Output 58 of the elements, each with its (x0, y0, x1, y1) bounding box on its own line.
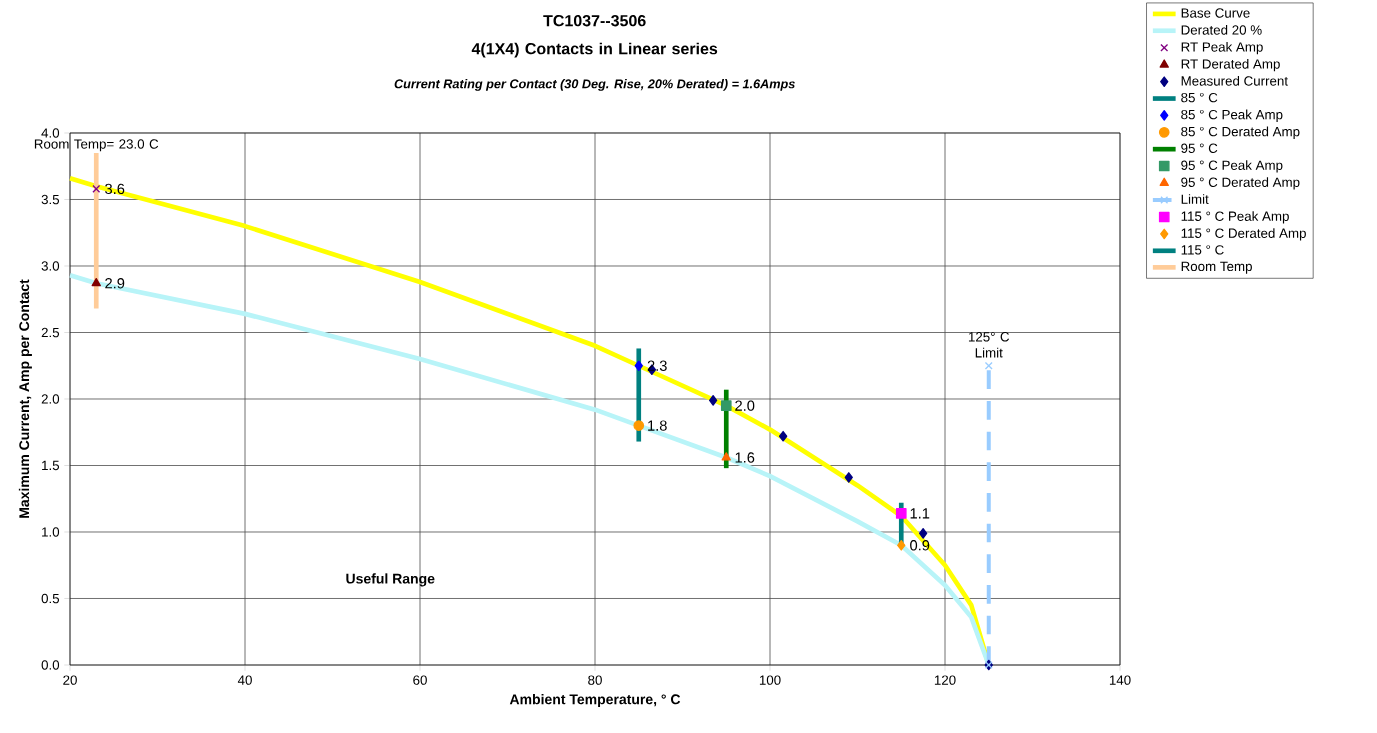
legend-label: RT Peak Amp (1181, 41, 1263, 55)
legend-label: Derated 20 % (1181, 24, 1262, 35)
y-tick-label: 1.5 (42, 460, 60, 471)
data-label: 2.0 (735, 400, 755, 411)
x-tick-label: 40 (237, 675, 252, 685)
legend-label: RT Derated Amp (1181, 58, 1280, 72)
point (895, 508, 907, 519)
legend-label: 85 ° C Peak Amp (1181, 109, 1283, 122)
legend-label: 95 ° C Derated Amp (1181, 177, 1300, 190)
x-tick-label: 100 (759, 675, 781, 685)
data-label: 2.3 (647, 360, 667, 371)
point (721, 452, 731, 461)
point (634, 360, 643, 372)
chart-title: TC1037--3506 4(1X4) Contacts in Linear series (471, 15, 718, 58)
point (92, 184, 101, 193)
legend-label: 85 ° C (1181, 92, 1218, 103)
y-tick-label: 0.5 (41, 593, 60, 604)
x-axis-title: Ambient Temperature, ° C (509, 694, 681, 708)
legend-label: Room Temp (1181, 261, 1252, 274)
legend-label: 85 ° C Derated Amp (1181, 126, 1300, 139)
y-axis-title: Maximum Current, Amp per Contact (18, 279, 32, 518)
y-tick-label: 2.0 (41, 394, 60, 404)
annotation: Room Temp= 23.0 C (34, 139, 159, 152)
point (778, 430, 788, 442)
legend-label: Base Curve (1181, 8, 1250, 18)
y-tick-label: 4.0 (41, 128, 60, 138)
data-label: 1.8 (648, 420, 667, 431)
data-label: 2.9 (105, 278, 125, 289)
point (708, 394, 718, 406)
legend-label: 115 ° C Peak Amp (1181, 211, 1289, 224)
point (633, 420, 645, 431)
x-tick-label: 140 (1109, 675, 1131, 685)
point (91, 277, 101, 287)
x-tick-label: 20 (63, 675, 77, 685)
annotation: Useful Range (346, 573, 435, 587)
legend-label: 95 ° C (1181, 143, 1218, 153)
legend-label: 115 ° C (1181, 245, 1224, 255)
point (844, 472, 853, 483)
x-tick-label: 120 (934, 675, 956, 685)
y-tick-label: 3.5 (41, 194, 60, 205)
point (720, 400, 732, 411)
data-label: 1.1 (910, 508, 930, 519)
data-label: 1.6 (735, 452, 755, 463)
point (918, 527, 928, 539)
x-tick-label: 80 (588, 675, 602, 685)
y-tick-label: 1.0 (42, 527, 60, 537)
chart-subtitle: Current Rating per Contact (30 Deg. Rise, 20% Derated) = 1.6Amps (394, 79, 795, 91)
legend-label: 95 ° C Peak Amp (1181, 160, 1283, 173)
annotation: 125° C Limit (968, 332, 1010, 358)
y-tick-label: 3.0 (41, 261, 60, 271)
x-tick-label: 60 (413, 675, 427, 685)
point (897, 539, 906, 551)
legend-label: Measured Current (1181, 75, 1288, 86)
y-tick-label: 0.0 (41, 660, 60, 670)
point (984, 361, 993, 370)
legend-label: 115 ° C Derated Amp (1181, 228, 1306, 241)
legend-label: Limit (1181, 194, 1209, 204)
y-tick-label: 2.5 (41, 327, 60, 338)
